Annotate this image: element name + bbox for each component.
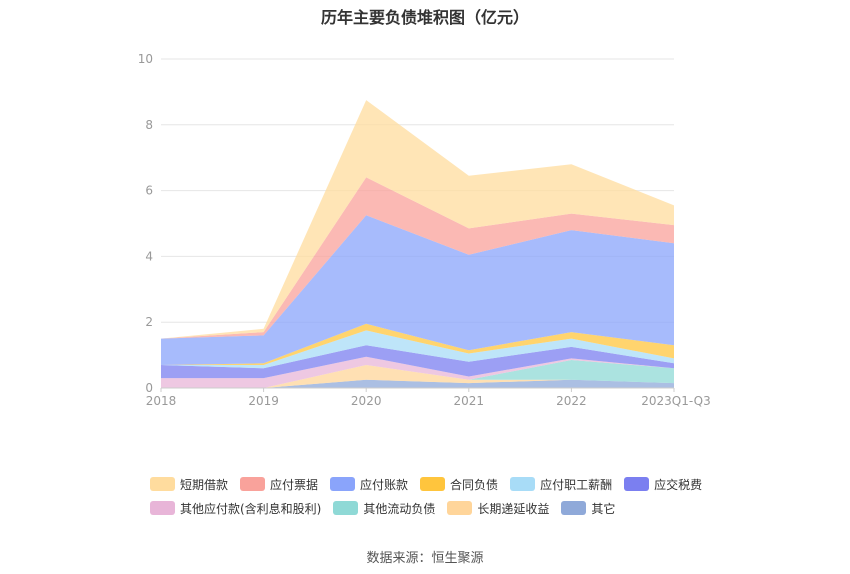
area-series-3 (161, 356, 674, 388)
y-tick-label: 8 (145, 118, 153, 132)
data-source: 数据来源：恒生聚源 (366, 551, 484, 566)
area-series-5 (161, 330, 674, 369)
area-series-2 (161, 360, 674, 388)
legend-swatch (447, 501, 473, 515)
y-tick-label: 0 (145, 381, 153, 395)
legend-label: 其他流动负债 (363, 501, 436, 516)
legend-swatch (510, 477, 536, 491)
legend-item[interactable]: 合同负债 (420, 476, 498, 493)
chart-title: 历年主要负债堆积图（亿元） (320, 8, 529, 27)
legend-label: 应付账款 (360, 477, 409, 492)
legend-label: 短期借款 (180, 477, 229, 492)
x-tick-label: 2023Q1-Q3 (641, 394, 710, 408)
legend-item[interactable]: 短期借款 (150, 476, 228, 493)
y-tick-label: 2 (145, 315, 153, 329)
area-series-1 (161, 365, 674, 388)
legend-label: 应付职工薪酬 (540, 477, 613, 492)
legend-item[interactable]: 长期递延收益 (447, 500, 549, 517)
chart-legend: 短期借款 应付票据 应付账款 合同负债 应付职工薪酬 应交税费 其他应付款(含利息和股利) 其… (150, 472, 750, 520)
x-tick-label: 2021 (454, 394, 485, 408)
legend-label: 其它 (591, 501, 616, 516)
legend-swatch (150, 501, 175, 515)
legend-swatch (561, 501, 587, 515)
legend-label: 长期递延收益 (477, 501, 550, 516)
legend-item[interactable]: 应付票据 (240, 476, 318, 493)
stacked-area-chart: 0 2 4 6 8 10 2018 2019 2020 2021 2022 2023Q1-Q3 (138, 52, 711, 408)
legend-item[interactable]: 其他应付款(含利息和股利) (150, 500, 321, 517)
legend-row: 短期借款 应付票据 应付账款 合同负债 应付职工薪酬 应交税费 (150, 472, 750, 496)
legend-item[interactable]: 应付账款 (330, 476, 408, 493)
legend-item[interactable]: 其他流动负债 (333, 500, 435, 517)
x-tick-label: 2020 (351, 394, 382, 408)
legend-swatch (330, 477, 356, 491)
area-series-8 (161, 177, 674, 339)
y-tick-label: 10 (138, 52, 153, 66)
legend-label: 应付票据 (270, 477, 319, 492)
area-series-9 (161, 100, 674, 339)
legend-label: 应交税费 (654, 477, 703, 492)
x-tick-label: 2019 (248, 394, 279, 408)
area-series-4 (161, 345, 674, 379)
legend-swatch (420, 477, 446, 491)
x-tick-label: 2018 (146, 394, 177, 408)
legend-item[interactable]: 应交税费 (624, 476, 702, 493)
legend-item[interactable]: 其它 (561, 500, 615, 517)
legend-item[interactable]: 应付职工薪酬 (510, 476, 612, 493)
legend-swatch (333, 501, 359, 515)
legend-row: 其他应付款(含利息和股利) 其他流动负债 长期递延收益 其它 (150, 496, 750, 520)
y-tick-label: 6 (145, 184, 153, 198)
x-tick-label: 2022 (556, 394, 587, 408)
area-series-0 (161, 379, 674, 388)
area-series-7 (161, 215, 674, 365)
y-tick-label: 4 (145, 249, 153, 263)
legend-swatch (240, 477, 266, 491)
area-series-6 (161, 323, 674, 365)
legend-swatch (150, 477, 175, 491)
legend-swatch (624, 477, 650, 491)
legend-label: 合同负债 (450, 477, 499, 492)
legend-label: 其他应付款(含利息和股利) (180, 501, 322, 516)
